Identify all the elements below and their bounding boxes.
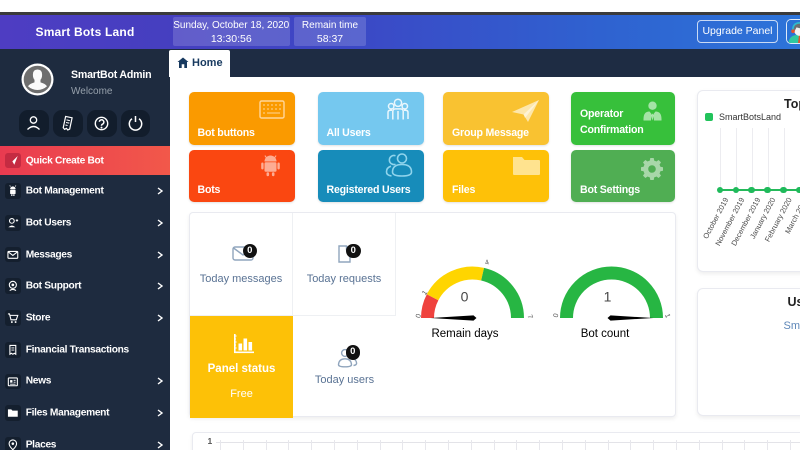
svg-text:1: 1 [421, 289, 429, 296]
svg-text:1: 1 [604, 289, 612, 305]
svg-text:4: 4 [484, 259, 490, 267]
svg-text:0: 0 [415, 313, 423, 319]
svg-text:0: 0 [461, 289, 469, 305]
svg-text:7: 7 [525, 314, 533, 320]
svg-text:0: 0 [553, 313, 561, 319]
svg-text:1: 1 [663, 313, 671, 319]
